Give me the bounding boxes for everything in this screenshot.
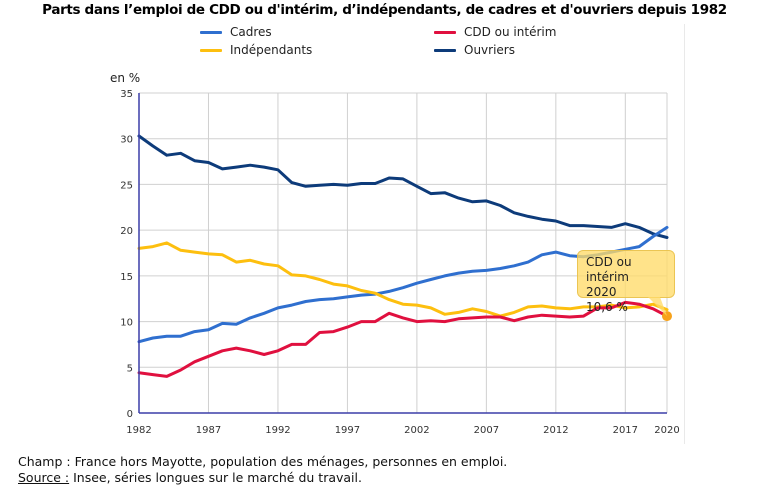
source-text: Insee, séries longues sur le marché du t… — [69, 470, 362, 485]
x-tick-label: 2020 — [654, 425, 679, 436]
legend-item-independants[interactable]: Indépendants — [200, 43, 312, 57]
chart-title: Parts dans l’emploi de CDD ou d'intérim,… — [42, 2, 727, 18]
legend-swatch-cdd — [434, 30, 456, 34]
legend-swatch-cadres — [200, 30, 222, 34]
tooltip-year: 2020 — [586, 285, 617, 299]
y-tick-label: 20 — [120, 226, 133, 237]
x-tick-label: 2012 — [543, 425, 568, 436]
y-tick-label: 10 — [120, 318, 133, 329]
x-tick-label: 2002 — [404, 425, 429, 436]
series-line-cdd-ou-interim — [137, 300, 669, 378]
scope-note: Champ : France hors Mayotte, population … — [18, 454, 508, 469]
series-line-ouvriers — [137, 134, 669, 239]
x-tick-label: 1992 — [265, 425, 290, 436]
frame-divider — [684, 24, 685, 444]
y-axis-label: en % — [110, 71, 140, 85]
y-tick-label: 15 — [120, 272, 133, 283]
x-tick-label: 1982 — [126, 425, 151, 436]
tooltip-series: CDD ou intérim — [586, 255, 632, 284]
source-label[interactable]: Source : — [18, 470, 70, 485]
source-note: Source : Insee, séries longues sur le ma… — [18, 470, 507, 486]
x-tick-label: 1987 — [196, 425, 221, 436]
legend-label: CDD ou intérim — [464, 25, 557, 39]
legend-item-cdd[interactable]: CDD ou intérim — [434, 25, 556, 39]
x-tick-label: 2017 — [613, 425, 638, 436]
legend-label: Indépendants — [230, 43, 313, 57]
legend-item-ouvriers[interactable]: Ouvriers — [434, 43, 515, 57]
y-tick-label: 30 — [120, 135, 133, 146]
tick-labels: 0 5 10 15 20 25 30 35 1982 1987 1992 1997 2002 2007 20… — [120, 89, 679, 436]
y-tick-label: 0 — [127, 409, 133, 420]
chart-notes: Champ : France hors Mayotte, population … — [18, 454, 507, 486]
data-tooltip: CDD ou intérim 2020 10,6 % — [577, 250, 675, 314]
y-tick-label: 25 — [120, 180, 133, 191]
y-tick-label: 35 — [120, 89, 133, 100]
x-tick-label: 2007 — [474, 425, 499, 436]
x-tick-label: 1997 — [335, 425, 360, 436]
legend-label: Ouvriers — [464, 43, 515, 57]
series-line-independants — [137, 241, 669, 318]
legend-swatch-ouvriers — [434, 48, 456, 52]
legend-swatch-independants — [200, 48, 222, 52]
legend-label: Cadres — [230, 25, 272, 39]
axes — [138, 93, 667, 414]
tooltip-value: 10,6 % — [586, 300, 628, 314]
y-tick-label: 5 — [127, 363, 133, 374]
legend-item-cadres[interactable]: Cadres — [200, 25, 272, 39]
